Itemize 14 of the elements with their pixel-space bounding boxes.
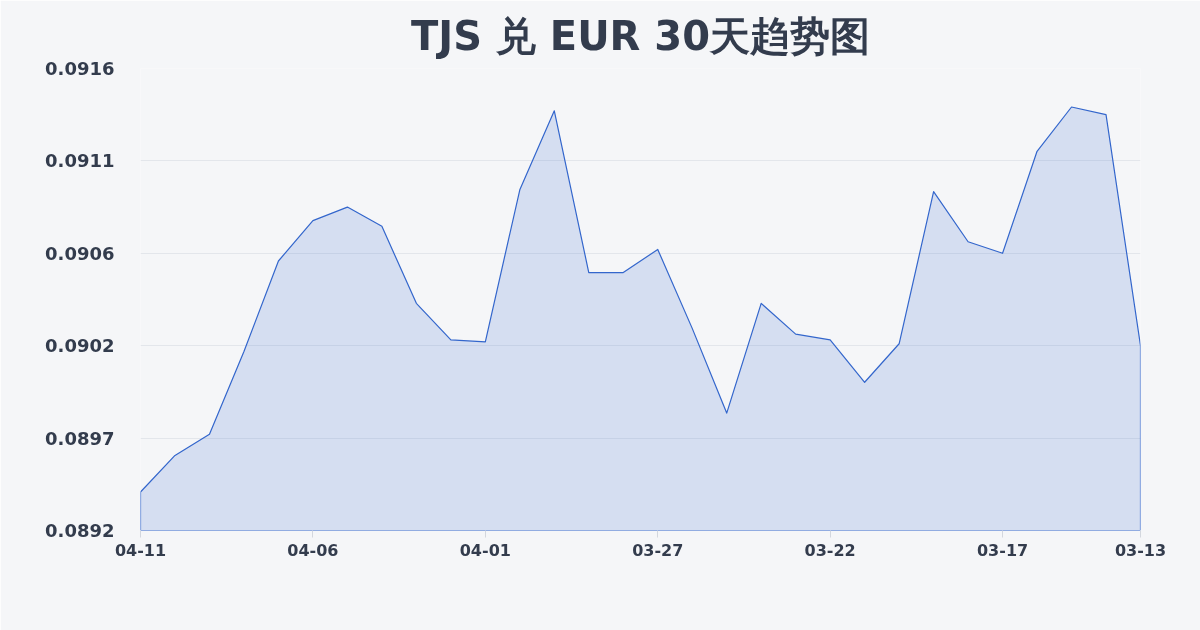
x-tick-label: 04-06	[287, 540, 339, 560]
x-tick-label: 03-27	[632, 540, 684, 560]
y-tick-label: 0.0897	[45, 427, 115, 449]
x-tick-label: 04-01	[459, 540, 511, 560]
x-tick-label: 04-11	[114, 540, 167, 560]
y-tick-label: 0.0906	[45, 242, 115, 264]
x-tick-label: 03-22	[804, 540, 856, 560]
chart-title: TJS 兑 EUR 30天趋势图	[410, 12, 871, 59]
x-tick-label: 03-13	[1114, 540, 1167, 560]
y-tick-label: 0.0892	[45, 520, 115, 541]
y-tick-label: 0.0902	[45, 335, 115, 357]
x-tick-label: 03-17	[976, 540, 1029, 560]
y-tick-label: 0.0911	[45, 150, 115, 172]
y-tick-label: 0.0916	[45, 58, 115, 79]
